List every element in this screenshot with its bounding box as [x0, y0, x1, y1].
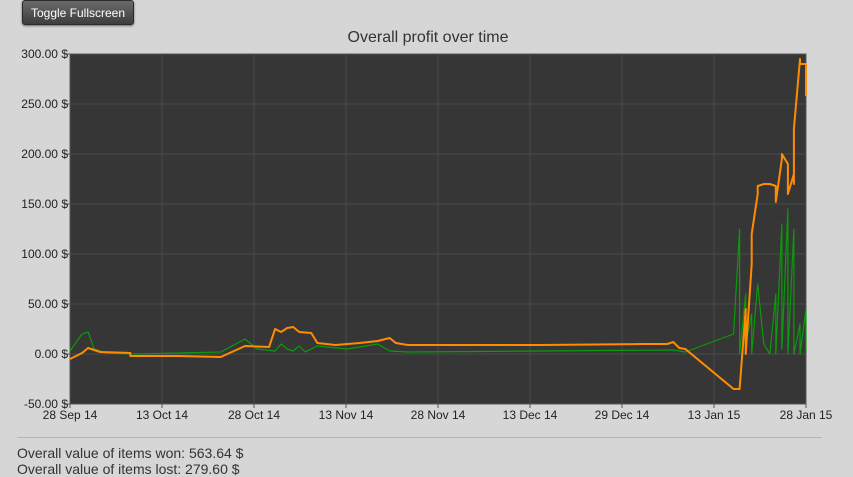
y-tick-label: 200.00 $ — [21, 147, 68, 161]
items-won-total: Overall value of items won: 563.64 $ — [17, 445, 244, 461]
plot-frame — [69, 53, 807, 405]
x-tick-label: 28 Nov 14 — [411, 408, 466, 422]
items-lost-total: Overall value of items lost: 279.60 $ — [17, 461, 240, 477]
y-tick-label: 300.00 $ — [21, 47, 68, 61]
x-tick-label: 28 Sep 14 — [43, 408, 98, 422]
y-tick-label: 0.00 $ — [35, 347, 69, 361]
toggle-fullscreen-button[interactable]: Toggle Fullscreen — [22, 0, 134, 25]
x-tick-label: 28 Jan 15 — [780, 408, 833, 422]
y-tick-label: 100.00 $ — [21, 247, 68, 261]
x-tick-label: 13 Nov 14 — [319, 408, 374, 422]
x-tick-label: 13 Jan 15 — [688, 408, 741, 422]
x-tick-label: 28 Oct 14 — [228, 408, 280, 422]
y-tick-label: 50.00 $ — [28, 297, 68, 311]
x-tick-label: 29 Dec 14 — [595, 408, 650, 422]
x-tick-label: 13 Dec 14 — [503, 408, 558, 422]
series-line-green — [69, 208, 807, 355]
y-tick-label: 150.00 $ — [21, 197, 68, 211]
y-tick-label: 250.00 $ — [21, 97, 68, 111]
x-tick-label: 13 Oct 14 — [136, 408, 188, 422]
axes: -50.00 $ 0.00 $ 50.00 $ 100.00 $ 150.00 $ 200… — [21, 47, 832, 422]
series-lines — [69, 58, 807, 390]
chart-title: Overall profit over time — [348, 29, 509, 46]
divider — [17, 437, 822, 438]
profit-chart: Overall profit over time -50.00 $ 0.00 $ 5… — [21, 29, 832, 422]
y-tick-label: -50.00 $ — [24, 397, 68, 411]
series-line-orange — [69, 58, 807, 390]
